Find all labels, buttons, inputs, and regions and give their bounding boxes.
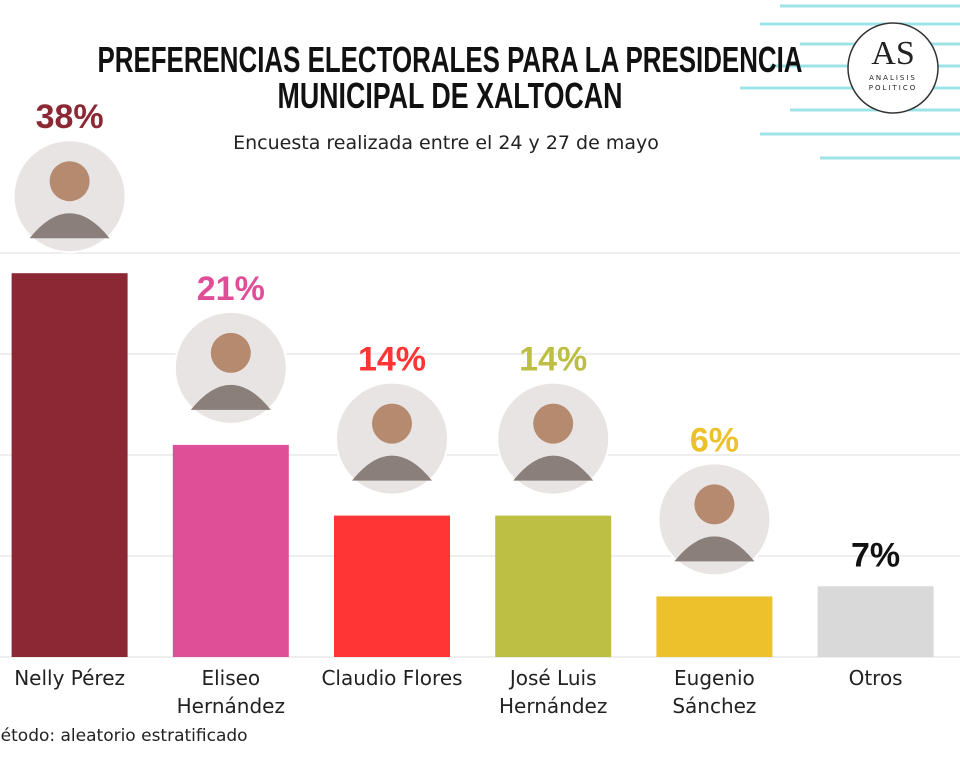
value-label: 6% — [690, 421, 739, 459]
x-tick-label: José Luis Hernández — [499, 666, 608, 718]
photo-head — [49, 161, 90, 202]
bar — [172, 444, 289, 657]
photo-body — [190, 384, 271, 410]
logo-ring — [847, 22, 939, 114]
logo-main: AS — [871, 35, 914, 72]
photo-head — [372, 403, 412, 444]
x-tick-label: Claudio Flores — [321, 666, 463, 690]
chart-title: MUNICIPAL DE XALTOCAN — [278, 75, 623, 116]
photo-head — [694, 484, 735, 525]
footer: Método: aleatorio estratificado — [0, 726, 248, 746]
photo-body — [513, 455, 594, 481]
value-label: 38% — [36, 98, 104, 136]
logo-sub: POLITICO — [869, 84, 917, 92]
logo-sub: ANALISIS — [869, 74, 917, 82]
x-tick-label: Nelly Pérez — [14, 666, 126, 690]
value-label: 14% — [519, 341, 587, 379]
bar — [11, 273, 128, 657]
bar — [817, 586, 934, 657]
photo-body — [674, 536, 755, 562]
bar — [656, 596, 773, 657]
photo-head — [533, 403, 574, 444]
x-tick-label: Eugenio Sánchez — [672, 666, 757, 718]
value-label: 7% — [851, 536, 900, 574]
photo-head — [210, 332, 251, 373]
chart-title: PREFERENCIAS ELECTORALES PARA LA PRESIDE… — [98, 39, 803, 80]
bar — [334, 515, 450, 657]
chart-subtitle: Encuesta realizada entre el 24 y 27 de m… — [233, 132, 659, 154]
value-label: 21% — [197, 270, 265, 308]
photo-body — [352, 455, 432, 481]
x-tick-label: Eliseo Hernández — [176, 666, 285, 718]
bar — [495, 515, 612, 657]
x-tick-label: Otros — [848, 666, 903, 690]
value-label: 14% — [358, 341, 426, 379]
photo-body — [29, 213, 110, 239]
